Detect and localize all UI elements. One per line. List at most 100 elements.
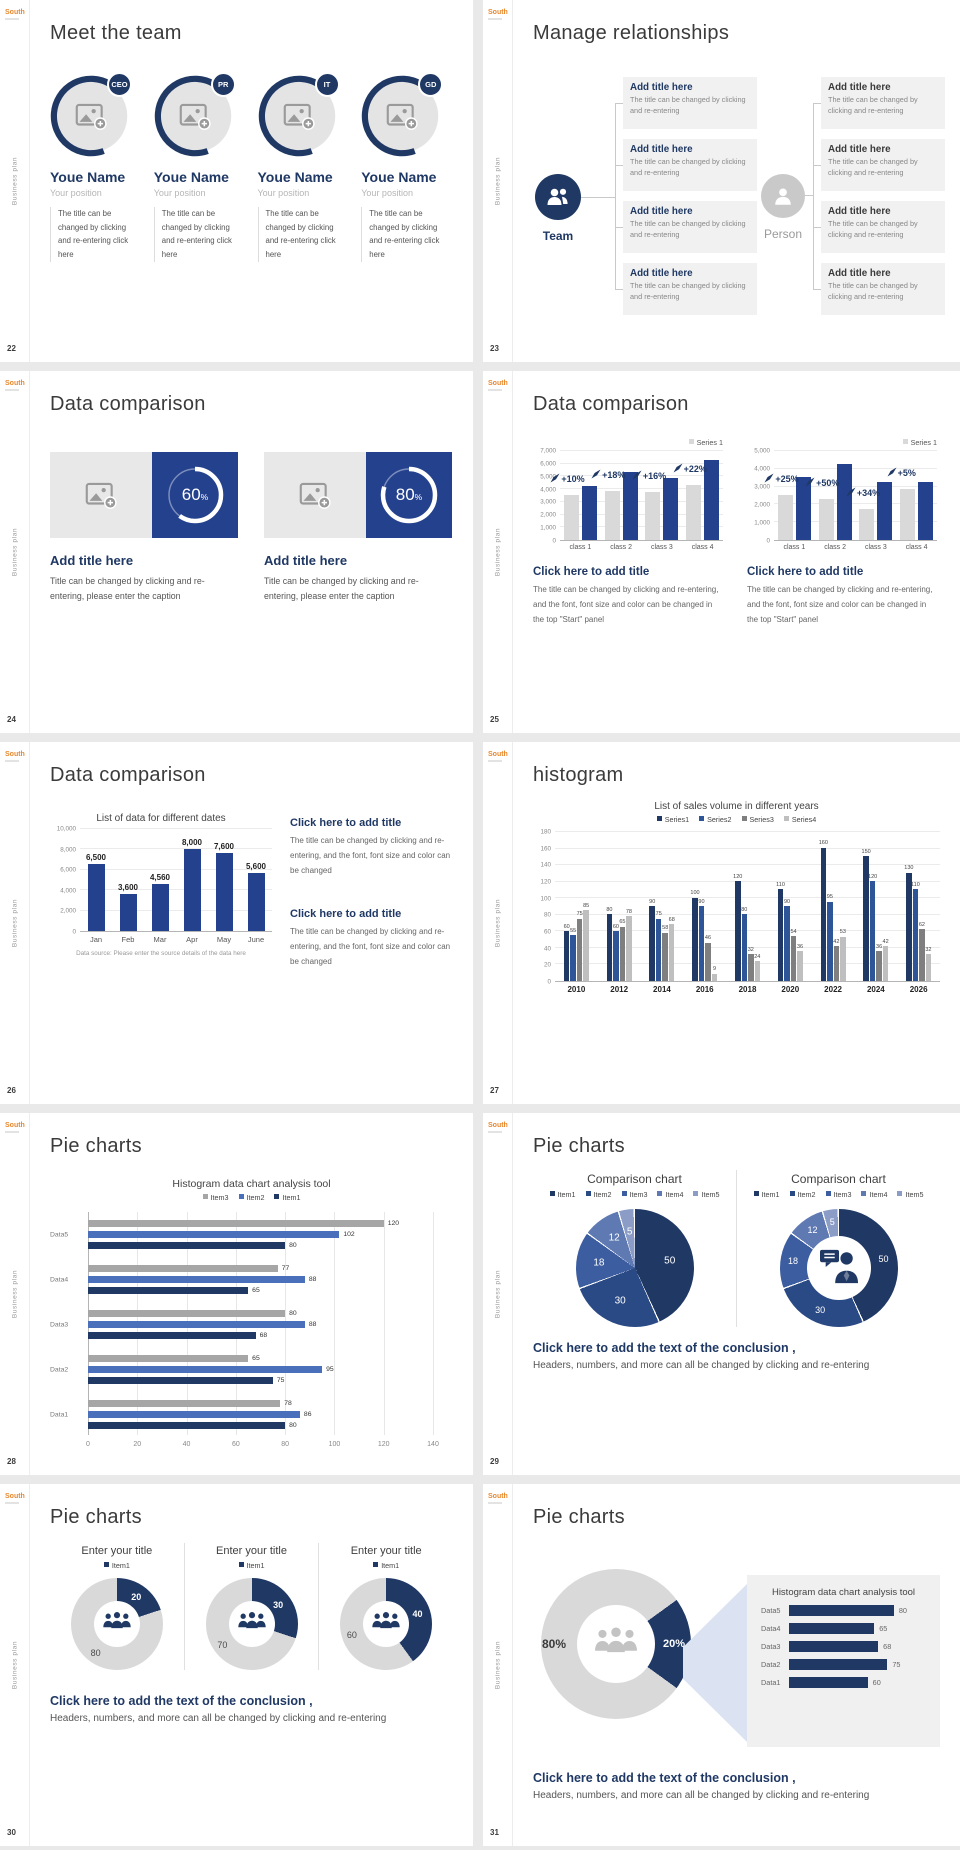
bar xyxy=(840,936,846,981)
bar xyxy=(912,889,919,981)
box-title: Add title here xyxy=(828,82,891,93)
legend-item: Item1 xyxy=(549,1190,576,1199)
hbar xyxy=(789,1677,868,1688)
hbar-line: 75 xyxy=(88,1376,433,1385)
slide-rail: South Business plan 22 xyxy=(0,0,30,362)
member-desc: The title can be changed by clicking and… xyxy=(50,207,134,262)
slide-22-card[interactable]: South Business plan 22 Meet the team CEO… xyxy=(0,0,473,362)
hbar-value: 65 xyxy=(252,1287,260,1294)
row-label: Data5 xyxy=(761,1606,781,1615)
progress-ring: 80% xyxy=(366,452,452,538)
hbar-value: 65 xyxy=(879,1624,888,1633)
row-label: Data4 xyxy=(50,1276,69,1283)
category-label: class 1 xyxy=(783,544,806,551)
bar-wrap: 32 xyxy=(748,832,754,981)
donut-chart: 40 60 xyxy=(340,1578,433,1670)
slide-title: Data comparison xyxy=(50,393,206,415)
percent-cards: 60% Add title here Title can be changed by… xyxy=(50,452,453,604)
bar-wrap: 90 xyxy=(698,832,705,981)
y-tick-label: 0 xyxy=(72,928,76,936)
y-tick-label: 20 xyxy=(543,961,551,969)
hbar xyxy=(789,1605,894,1616)
bar-gray xyxy=(859,508,875,540)
slide-28-card[interactable]: South Business plan 28 Pie charts Histog… xyxy=(0,1113,473,1475)
slide-rail: South Business plan 26 xyxy=(0,742,30,1104)
bar-value-label: 78 xyxy=(625,908,632,915)
bar-value-label: 100 xyxy=(690,890,700,897)
y-axis: 0 2,000 4,000 6,000 8,000 10,000 xyxy=(50,826,80,936)
person-info-box: Add title here The title can be changed b… xyxy=(821,139,945,191)
bar xyxy=(613,931,619,981)
text-column: Click here to add title The title can be … xyxy=(272,817,453,1000)
bar-group: 120 80 32 24 xyxy=(726,832,769,981)
slide-31-card[interactable]: South Business plan 31 Pie charts 20% 80%… xyxy=(483,1484,960,1846)
x-tick-label: 100 xyxy=(328,1441,341,1448)
slide-25-card[interactable]: South Business plan 25 Data comparison S… xyxy=(483,371,960,733)
bar xyxy=(919,929,925,981)
donut-hole xyxy=(363,1601,410,1647)
hbar-line: 80 xyxy=(88,1421,433,1430)
row-label: Data1 xyxy=(761,1678,781,1687)
slice-label: 60 xyxy=(346,1630,357,1641)
chart-caption: Data source: Please enter the source det… xyxy=(76,950,246,957)
bar-group: +5% xyxy=(887,451,935,540)
member-name: Youe Name xyxy=(153,169,229,185)
slide-content: Pie charts Histogram data chart analysis… xyxy=(30,1113,473,1475)
bar-value-label: 75 xyxy=(655,911,662,917)
conclusion-body: Headers, numbers, and more can all be ch… xyxy=(533,1790,870,1801)
category-label: Mar xyxy=(153,935,167,944)
panel-bar-row: Data2 75 xyxy=(761,1659,926,1670)
legend-marker xyxy=(238,1194,244,1199)
bar-group: 8,000 xyxy=(176,829,208,931)
slice-label: 18 xyxy=(788,1256,799,1267)
member-name: Youe Name xyxy=(361,169,437,185)
chart-legend: Item1 xyxy=(56,1561,178,1570)
bar-wrap: 130 xyxy=(904,832,913,981)
slide-title: Meet the team xyxy=(50,22,182,44)
hbar xyxy=(88,1422,286,1429)
hbar-line: 78 xyxy=(88,1399,433,1408)
avatar: PR xyxy=(154,72,236,157)
role-badge: GD xyxy=(418,72,444,97)
logo-subline xyxy=(488,388,502,391)
box-body: The title can be changed by clicking and… xyxy=(630,157,746,177)
legend-marker xyxy=(549,1191,555,1196)
chart-and-text: List of data for different dates 0 2,000 4,… xyxy=(50,813,453,1000)
legend-marker xyxy=(238,1562,244,1567)
bar-wrap: 160 xyxy=(819,832,828,981)
panel-bar-row: Data1 60 xyxy=(761,1677,926,1688)
gridline xyxy=(80,848,272,850)
brand-logo: South xyxy=(5,9,25,20)
y-tick-label: 2,000 xyxy=(754,501,770,509)
slide-30-card[interactable]: South Business plan 30 Pie charts Enter … xyxy=(0,1484,473,1846)
y-tick-label: 0 xyxy=(766,537,770,545)
slide-26-card[interactable]: South Business plan 26 Data comparison L… xyxy=(0,742,473,1104)
gridline xyxy=(555,847,940,849)
category-label: 2018 xyxy=(738,985,757,994)
slide-24-card[interactable]: South Business plan 24 Data comparison 6… xyxy=(0,371,473,733)
legend-marker xyxy=(699,816,705,821)
brand-logo: South xyxy=(5,751,25,762)
slide-27-card[interactable]: South Business plan 27 histogram List of… xyxy=(483,742,960,1104)
slide-rail: South Business plan 29 xyxy=(483,1113,513,1475)
bar xyxy=(698,906,705,981)
slide-23-card[interactable]: South Business plan 23 Manage relationsh… xyxy=(483,0,960,362)
hbar-plot: Data5 120 102 80 Data4 77 88 65 Data3 80 88 68 Data2… xyxy=(50,1212,439,1451)
slide-content: Pie charts 20% 80% Histogram data chart an… xyxy=(513,1484,960,1846)
bar-gray xyxy=(563,495,579,540)
growth-annotation: +34% xyxy=(846,487,880,498)
slice-label: 70 xyxy=(217,1640,228,1651)
bar-group: 60 55 75 85 xyxy=(555,832,598,981)
slide-content: Data comparison 60% Add title here Title c… xyxy=(30,371,473,733)
pie-chart: 50 30 18 12 5 xyxy=(575,1209,694,1327)
chart-legend: Series 1 xyxy=(533,438,723,447)
bar-value-label: 90 xyxy=(649,898,656,905)
slide-29-card[interactable]: South Business plan 29 Pie charts Compar… xyxy=(483,1113,960,1475)
legend-marker xyxy=(753,1191,759,1196)
hbar-value: 88 xyxy=(308,1321,317,1328)
page-number: 22 xyxy=(7,344,16,353)
category-label: 2010 xyxy=(567,985,586,994)
logo-subline xyxy=(5,388,19,391)
legend-item: Item3 xyxy=(825,1190,851,1199)
